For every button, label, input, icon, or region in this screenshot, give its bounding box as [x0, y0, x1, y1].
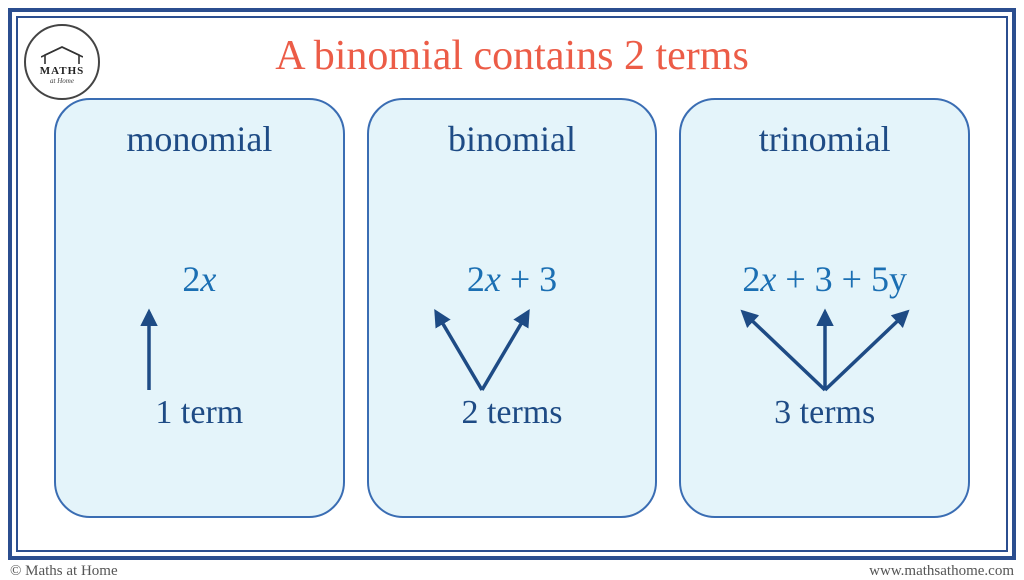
- term-arrows: [715, 306, 935, 392]
- footer-url: www.mathsathome.com: [869, 563, 1014, 580]
- expression: 2x: [182, 258, 216, 300]
- logo-badge: MATHS at Home: [24, 24, 100, 100]
- card-monomial: monomial 2x 1 term: [54, 98, 345, 518]
- card-trinomial: trinomial 2x + 3 + 5y 3 terms: [679, 98, 970, 518]
- card-label: monomial: [126, 118, 272, 160]
- outer-frame: MATHS at Home A binomial contains 2 term…: [8, 8, 1016, 560]
- card-binomial: binomial 2x + 3 2 terms: [367, 98, 658, 518]
- card-label: binomial: [448, 118, 576, 160]
- term-arrows: [402, 306, 622, 392]
- card-label: trinomial: [759, 118, 891, 160]
- inner-frame: MATHS at Home A binomial contains 2 term…: [16, 16, 1008, 552]
- term-count-label: 3 terms: [774, 394, 875, 432]
- cards-row: monomial 2x 1 term binomial 2x + 3 2 terms tri…: [18, 80, 1006, 518]
- expression: 2x + 3: [467, 258, 557, 300]
- page-title: A binomial contains 2 terms: [18, 18, 1006, 80]
- term-arrows: [89, 306, 309, 392]
- logo-text-sub: at Home: [50, 77, 74, 85]
- term-count-label: 2 terms: [461, 394, 562, 432]
- footer-copyright: © Maths at Home: [10, 563, 118, 580]
- house-icon: [41, 44, 83, 66]
- expression: 2x + 3 + 5y: [742, 258, 907, 300]
- logo-text-main: MATHS: [40, 66, 85, 77]
- term-count-label: 1 term: [155, 394, 243, 432]
